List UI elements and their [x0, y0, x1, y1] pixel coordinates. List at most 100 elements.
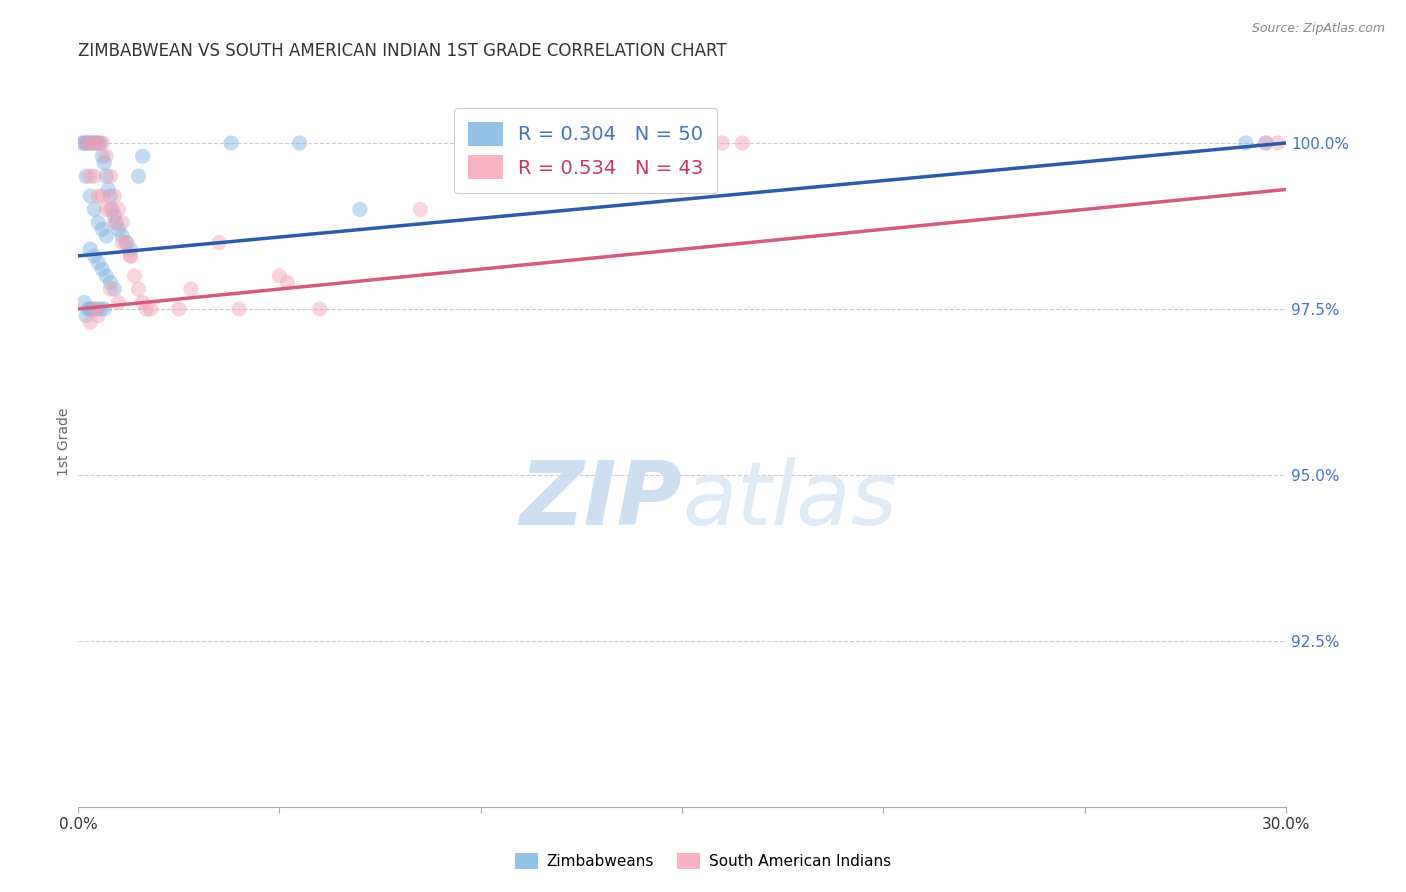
Point	[89, 301, 111, 316]
Point	[111, 229, 134, 244]
Point	[73, 295, 96, 310]
Point	[219, 136, 242, 150]
Point	[105, 216, 128, 230]
Point	[208, 235, 231, 250]
Point	[79, 242, 101, 256]
Point	[75, 136, 97, 150]
Point	[131, 295, 153, 310]
Point	[83, 249, 105, 263]
Point	[93, 301, 115, 316]
Point	[89, 136, 111, 150]
Point	[711, 136, 734, 150]
Point	[79, 136, 101, 150]
Point	[98, 202, 121, 217]
Point	[82, 136, 104, 150]
Point	[77, 301, 100, 316]
Point	[73, 136, 96, 150]
Point	[120, 249, 142, 263]
Point	[87, 189, 110, 203]
Text: atlas: atlas	[682, 458, 897, 543]
Point	[79, 301, 101, 316]
Point	[91, 149, 114, 163]
Point	[97, 182, 120, 196]
Point	[120, 249, 142, 263]
Point	[96, 149, 118, 163]
Point	[111, 216, 134, 230]
Point	[128, 169, 150, 184]
Point	[103, 209, 125, 223]
Point	[128, 282, 150, 296]
Point	[288, 136, 311, 150]
Point	[87, 136, 110, 150]
Point	[101, 202, 124, 217]
Point	[167, 301, 190, 316]
Point	[276, 276, 298, 290]
Point	[91, 262, 114, 277]
Point	[84, 136, 107, 150]
Point	[87, 309, 110, 323]
Point	[107, 202, 129, 217]
Point	[131, 149, 153, 163]
Point	[1254, 136, 1277, 150]
Point	[83, 169, 105, 184]
Point	[1267, 136, 1289, 150]
Point	[107, 295, 129, 310]
Point	[1234, 136, 1257, 150]
Point	[103, 282, 125, 296]
Point	[70, 136, 93, 150]
Point	[107, 222, 129, 236]
Legend: R = 0.304   N = 50, R = 0.534   N = 43: R = 0.304 N = 50, R = 0.534 N = 43	[454, 108, 717, 193]
Point	[111, 235, 134, 250]
Point	[96, 202, 118, 217]
Point	[87, 216, 110, 230]
Point	[83, 301, 105, 316]
Point	[115, 235, 138, 250]
Point	[409, 202, 432, 217]
Point	[87, 255, 110, 269]
Point	[91, 222, 114, 236]
Point	[77, 136, 100, 150]
Point	[83, 136, 105, 150]
Point	[103, 189, 125, 203]
Point	[87, 136, 110, 150]
Point	[349, 202, 371, 217]
Point	[79, 136, 101, 150]
Point	[731, 136, 754, 150]
Legend: Zimbabweans, South American Indians: Zimbabweans, South American Indians	[509, 847, 897, 875]
Point	[228, 301, 250, 316]
Point	[79, 169, 101, 184]
Point	[91, 136, 114, 150]
Point	[93, 156, 115, 170]
Point	[79, 189, 101, 203]
Point	[308, 301, 330, 316]
Point	[98, 282, 121, 296]
Y-axis label: 1st Grade: 1st Grade	[58, 408, 72, 476]
Text: ZIMBABWEAN VS SOUTH AMERICAN INDIAN 1ST GRADE CORRELATION CHART: ZIMBABWEAN VS SOUTH AMERICAN INDIAN 1ST …	[79, 42, 727, 60]
Point	[75, 136, 97, 150]
Text: Source: ZipAtlas.com: Source: ZipAtlas.com	[1251, 22, 1385, 36]
Point	[1254, 136, 1277, 150]
Point	[124, 268, 146, 283]
Point	[120, 242, 142, 256]
Point	[180, 282, 202, 296]
Point	[98, 276, 121, 290]
Point	[75, 169, 97, 184]
Point	[115, 235, 138, 250]
Point	[75, 309, 97, 323]
Point	[98, 169, 121, 184]
Point	[83, 202, 105, 217]
Point	[96, 268, 118, 283]
Point	[96, 229, 118, 244]
Point	[79, 315, 101, 329]
Point	[82, 301, 104, 316]
Point	[269, 268, 291, 283]
Point	[103, 216, 125, 230]
Point	[135, 301, 157, 316]
Point	[83, 136, 105, 150]
Point	[84, 301, 107, 316]
Point	[96, 169, 118, 184]
Point	[139, 301, 162, 316]
Text: ZIP: ZIP	[519, 457, 682, 544]
Point	[91, 189, 114, 203]
Point	[98, 189, 121, 203]
